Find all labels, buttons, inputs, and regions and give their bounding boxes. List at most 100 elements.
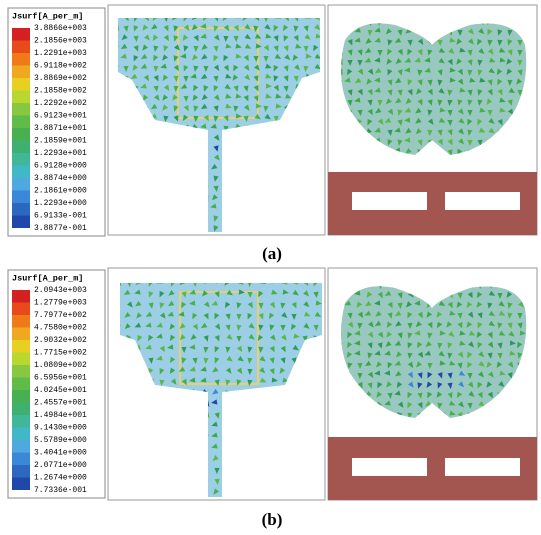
- legend-label: 7.7336e-001: [34, 486, 87, 495]
- current-arrow: [213, 105, 219, 112]
- current-arrow: [407, 352, 413, 359]
- current-arrow: [477, 89, 483, 96]
- current-arrow: [364, 57, 372, 63]
- current-arrow: [486, 381, 493, 388]
- ground-slot: [445, 192, 520, 210]
- current-arrow: [438, 87, 445, 94]
- current-arrow: [247, 379, 253, 386]
- current-arrow: [457, 108, 464, 115]
- current-arrow: [354, 340, 361, 346]
- current-arrow: [437, 79, 443, 86]
- current-arrow: [145, 322, 152, 328]
- current-arrow: [488, 310, 496, 317]
- current-arrow: [212, 388, 219, 395]
- current-arrow: [374, 37, 381, 43]
- current-arrow: [447, 382, 453, 389]
- current-arrow: [437, 99, 443, 106]
- current-arrow: [387, 89, 393, 96]
- current-arrow: [133, 54, 139, 62]
- current-arrow: [247, 368, 253, 375]
- current-arrow: [253, 55, 259, 62]
- current-arrow: [347, 89, 353, 96]
- current-arrow: [292, 283, 299, 285]
- current-arrow: [366, 291, 373, 298]
- current-arrow: [132, 64, 139, 71]
- current-arrow: [447, 129, 453, 136]
- current-arrow: [447, 58, 453, 66]
- current-arrow: [143, 74, 149, 82]
- current-arrow: [213, 175, 219, 182]
- current-arrow: [152, 18, 159, 21]
- legend-swatch: [12, 402, 30, 415]
- legend-label: 1.2293e+001: [34, 149, 87, 158]
- legend-swatch: [12, 178, 30, 191]
- legend-swatch: [12, 90, 30, 103]
- current-arrow: [265, 33, 272, 39]
- current-arrow: [497, 88, 503, 96]
- current-arrow: [497, 352, 503, 359]
- current-arrow: [178, 366, 186, 372]
- current-arrow: [163, 24, 169, 32]
- legend-label: 5.5789e+000: [34, 436, 87, 445]
- current-arrow: [477, 312, 483, 319]
- current-arrow: [225, 73, 232, 79]
- current-arrow: [183, 18, 189, 22]
- current-arrow: [213, 54, 219, 62]
- legend-swatch: [12, 115, 30, 128]
- ground-slot: [352, 458, 427, 476]
- current-arrow: [280, 345, 286, 353]
- current-arrow: [437, 382, 443, 389]
- current-arrow: [395, 320, 402, 327]
- current-arrow: [407, 39, 413, 46]
- current-arrow: [386, 331, 392, 338]
- current-arrow: [438, 117, 446, 123]
- current-arrow: [281, 334, 287, 341]
- legend-label: 9.1430e+000: [34, 424, 87, 433]
- current-arrow: [407, 401, 413, 409]
- legend-label: 2.0771e+000: [34, 461, 87, 470]
- current-arrow: [265, 73, 272, 79]
- current-arrow: [417, 402, 423, 409]
- current-arrow: [367, 108, 373, 116]
- current-arrow: [437, 138, 443, 146]
- current-arrow: [357, 68, 364, 76]
- legend-label: 1.4984e+001: [34, 411, 87, 420]
- current-arrow: [517, 39, 523, 46]
- current-arrow: [304, 311, 311, 317]
- current-arrow: [417, 382, 423, 389]
- current-arrow: [416, 361, 422, 368]
- current-arrow: [507, 302, 513, 309]
- current-arrow: [456, 58, 463, 65]
- current-arrow: [244, 23, 251, 30]
- current-arrow: [407, 391, 413, 399]
- current-arrow: [387, 139, 393, 146]
- current-arrow: [488, 127, 496, 134]
- current-arrow: [314, 24, 320, 31]
- current-arrow: [404, 67, 411, 73]
- current-arrow: [193, 105, 199, 112]
- current-arrow: [169, 334, 176, 342]
- current-arrow: [190, 73, 197, 79]
- current-arrow: [284, 54, 291, 61]
- current-arrow: [367, 321, 374, 328]
- current-arrow: [427, 88, 433, 96]
- current-arrow: [213, 185, 219, 192]
- current-arrow: [467, 69, 473, 76]
- current-arrow: [488, 118, 495, 124]
- current-arrow: [193, 65, 199, 72]
- current-arrow: [183, 24, 190, 31]
- current-arrow: [346, 351, 353, 359]
- current-arrow: [458, 401, 464, 408]
- current-arrow: [269, 368, 275, 375]
- current-arrow: [467, 402, 473, 409]
- current-arrow: [156, 333, 163, 339]
- current-arrow: [243, 54, 249, 62]
- current-arrow: [346, 341, 353, 349]
- current-arrow: [192, 357, 198, 364]
- current-arrow: [478, 127, 486, 133]
- current-arrow: [168, 289, 175, 296]
- legend-swatch: [12, 65, 30, 78]
- current-arrow: [437, 129, 443, 136]
- current-arrow: [203, 65, 209, 72]
- current-arrow: [405, 127, 412, 134]
